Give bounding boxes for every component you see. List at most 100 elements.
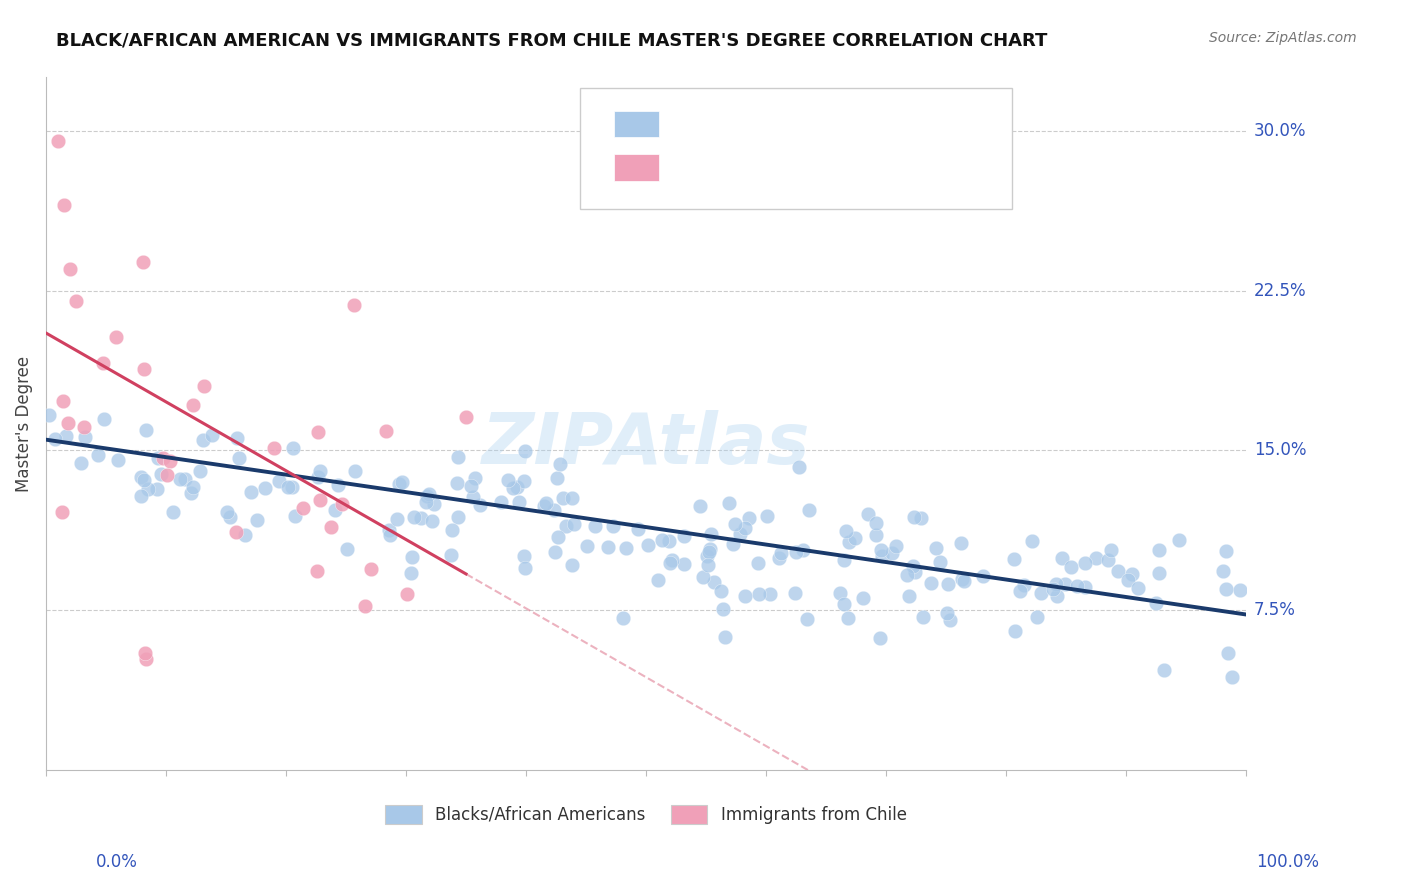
Point [865, 516, 887, 530]
Point [409, 511, 432, 525]
Text: ZIPAtlas: ZIPAtlas [482, 410, 810, 479]
Point [496, 473, 519, 487]
Y-axis label: Master's Degree: Master's Degree [15, 356, 32, 491]
Point [555, 519, 578, 533]
Point [323, 503, 346, 517]
Point [159, 453, 181, 467]
Point [797, 503, 820, 517]
Point [387, 477, 409, 491]
Point [1147, 566, 1170, 580]
Point [181, 398, 204, 412]
Point [547, 530, 569, 544]
Point [201, 428, 224, 442]
Point [703, 574, 725, 589]
Point [169, 472, 191, 486]
Point [131, 470, 153, 484]
Point [134, 473, 156, 487]
Point [637, 537, 659, 551]
Point [254, 482, 277, 496]
Point [135, 652, 157, 666]
Point [689, 499, 711, 513]
Text: 22.5%: 22.5% [1254, 282, 1306, 300]
Point [354, 599, 377, 614]
Point [513, 560, 536, 574]
Point [700, 527, 723, 541]
Point [454, 410, 477, 425]
Point [828, 586, 851, 600]
Point [1167, 533, 1189, 547]
Text: N =: N = [866, 115, 904, 133]
Point [1144, 596, 1167, 610]
Point [422, 497, 444, 511]
Point [1220, 670, 1243, 684]
Point [658, 556, 681, 570]
Point [865, 528, 887, 542]
Point [1097, 553, 1119, 567]
Point [505, 480, 527, 494]
Point [768, 550, 790, 565]
Point [330, 498, 353, 512]
Point [145, 483, 167, 497]
Point [1054, 577, 1077, 591]
Point [51, 504, 73, 518]
Point [344, 464, 367, 478]
Point [903, 509, 925, 524]
Point [912, 609, 935, 624]
FancyBboxPatch shape [613, 111, 659, 137]
Point [513, 549, 536, 563]
Point [225, 431, 247, 445]
Point [447, 510, 470, 524]
Point [950, 572, 973, 586]
Point [246, 513, 269, 527]
Point [536, 496, 558, 510]
Legend: Blacks/African Americans, Immigrants from Chile: Blacks/African Americans, Immigrants fro… [385, 805, 907, 824]
Point [129, 490, 152, 504]
Point [551, 491, 574, 506]
Point [284, 509, 307, 524]
Point [132, 362, 155, 376]
Point [1074, 581, 1097, 595]
Point [73, 429, 96, 443]
Point [269, 474, 291, 488]
Text: Source: ZipAtlas.com: Source: ZipAtlas.com [1209, 31, 1357, 45]
Point [785, 544, 807, 558]
Text: 7.5%: 7.5% [1254, 601, 1296, 619]
Point [758, 586, 780, 600]
Point [711, 601, 734, 615]
Point [721, 537, 744, 551]
Point [880, 546, 903, 560]
Point [728, 527, 751, 541]
Point [1045, 589, 1067, 603]
Point [546, 471, 568, 485]
Point [1008, 584, 1031, 599]
Point [596, 540, 619, 554]
Point [319, 520, 342, 534]
Text: 0.0%: 0.0% [96, 853, 138, 871]
Point [447, 450, 470, 464]
Text: 199: 199 [927, 115, 962, 133]
Point [193, 378, 215, 392]
Point [180, 486, 202, 500]
Point [738, 511, 761, 525]
Point [770, 546, 793, 560]
Point [150, 467, 173, 481]
Point [391, 475, 413, 490]
Point [378, 528, 401, 542]
Text: R =: R = [681, 159, 717, 177]
Point [107, 452, 129, 467]
Point [441, 523, 464, 537]
Point [263, 442, 285, 456]
Point [696, 558, 718, 573]
Point [1042, 582, 1064, 597]
Point [277, 480, 299, 494]
Point [1004, 624, 1026, 639]
Point [1066, 579, 1088, 593]
Point [343, 298, 366, 312]
Point [832, 553, 855, 567]
Point [56, 416, 79, 430]
Text: R =: R = [681, 115, 717, 133]
Point [162, 505, 184, 519]
Text: 15.0%: 15.0% [1254, 442, 1306, 459]
Point [55, 429, 77, 443]
Point [713, 630, 735, 644]
